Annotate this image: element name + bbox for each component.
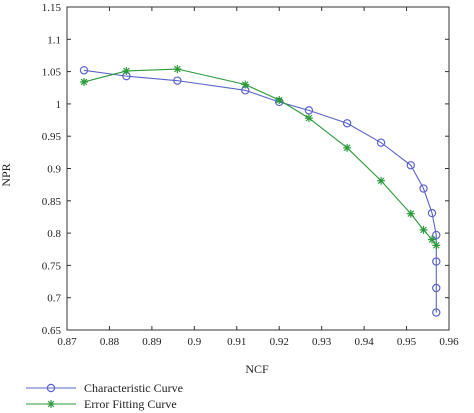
series-1-point: [432, 308, 441, 317]
y-tick-label: 0.7: [47, 293, 61, 305]
series-line-1: [83, 69, 437, 313]
series-2-point: [419, 225, 428, 234]
legend: Characteristic Curve Error Fitting Curve: [26, 381, 183, 411]
legend-swatch-marker: [46, 383, 56, 393]
x-tick-label: 0.96: [439, 336, 459, 348]
y-tick-label: 1.15: [42, 2, 62, 14]
series-1-point: [432, 283, 441, 293]
series-2-point: [304, 114, 313, 123]
series-1-point: [427, 208, 437, 218]
series-2-point: [406, 209, 415, 218]
y-tick-label: 0.75: [42, 260, 62, 272]
x-tick-label: 0.94: [354, 336, 374, 348]
y-tick-label: 0.8: [47, 228, 61, 240]
series-1-point: [419, 184, 428, 193]
legend-label: Characteristic Curve: [84, 381, 183, 395]
series-1-point: [79, 66, 89, 75]
legend-label: Error Fitting Curve: [84, 397, 177, 411]
x-axis-title: NCF: [245, 362, 269, 376]
series-1-point: [342, 119, 352, 128]
x-tick-label: 0.92: [270, 336, 289, 348]
series-1-point: [173, 76, 182, 85]
x-tick-label: 0.89: [142, 336, 162, 348]
plot-frame: [66, 6, 450, 331]
x-tick-label: 0.87: [57, 336, 77, 348]
y-tick-label: 0.95: [42, 131, 62, 143]
series-2-point: [428, 235, 437, 244]
series-2-point: [275, 96, 284, 105]
series-1-point: [304, 106, 314, 115]
y-axis-title: NPR: [0, 163, 13, 186]
series-2-point: [377, 176, 386, 185]
series-2-point: [241, 80, 250, 89]
series-2-point: [173, 65, 182, 74]
series-2-point: [432, 241, 441, 250]
x-tick-label: 0.9: [187, 336, 201, 348]
legend-swatch-marker: [47, 400, 55, 408]
series-1-point: [376, 138, 386, 147]
series-2-point: [122, 66, 131, 75]
series-2-point: [79, 77, 88, 86]
series-2-point: [343, 143, 352, 152]
series-1-point: [432, 257, 441, 266]
x-tick-label: 0.91: [227, 336, 246, 348]
y-tick-label: 1.1: [47, 34, 61, 46]
series-1-point: [406, 161, 415, 170]
series-1-point: [432, 230, 441, 240]
y-tick-label: 0.9: [47, 164, 61, 176]
x-tick-label: 0.95: [397, 336, 417, 348]
y-tick-label: 0.85: [42, 196, 62, 208]
y-tick-label: 1.05: [42, 67, 62, 79]
y-tick-label: 1: [56, 99, 62, 111]
x-tick-label: 0.88: [100, 336, 120, 348]
y-tick-label: 0.65: [42, 325, 62, 337]
x-tick-label: 0.93: [312, 336, 332, 348]
